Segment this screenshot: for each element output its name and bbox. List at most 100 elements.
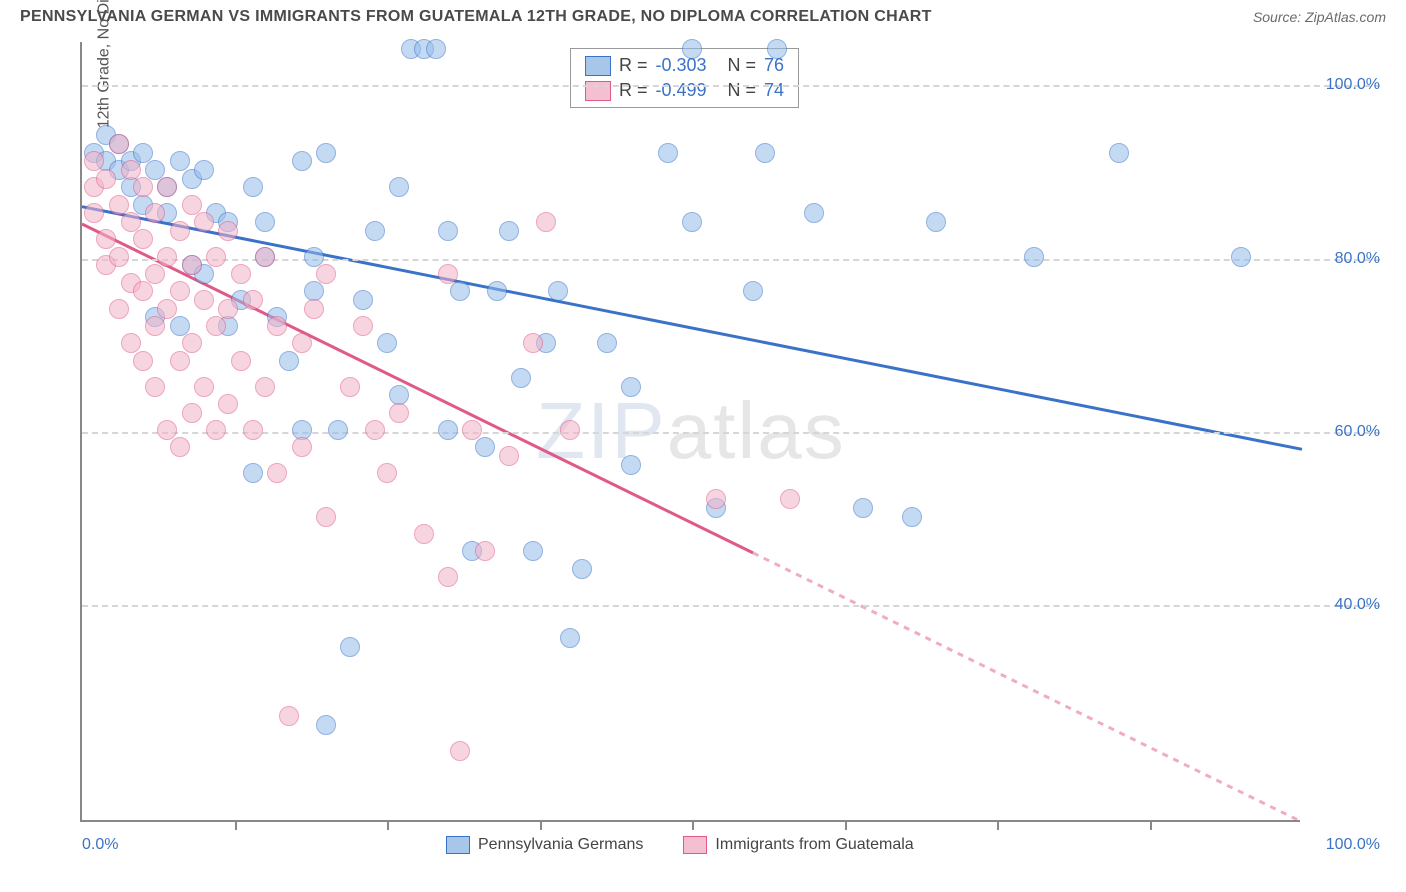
data-point [780, 489, 800, 509]
data-point [267, 463, 287, 483]
data-point [182, 195, 202, 215]
data-point [218, 299, 238, 319]
data-point [121, 333, 141, 353]
r-label: R = [619, 55, 648, 76]
data-point [194, 160, 214, 180]
data-point [145, 160, 165, 180]
data-point [304, 247, 324, 267]
data-point [743, 281, 763, 301]
data-point [1024, 247, 1044, 267]
data-point [279, 351, 299, 371]
n-label: N = [728, 80, 757, 101]
xtick [997, 820, 999, 830]
data-point [145, 377, 165, 397]
data-point [170, 351, 190, 371]
data-point [328, 420, 348, 440]
data-point [121, 160, 141, 180]
data-point [133, 143, 153, 163]
data-point [560, 420, 580, 440]
legend-label: Immigrants from Guatemala [715, 836, 913, 853]
data-point [353, 316, 373, 336]
r-label: R = [619, 80, 648, 101]
data-point [377, 333, 397, 353]
data-point [133, 281, 153, 301]
data-point [316, 264, 336, 284]
xtick [387, 820, 389, 830]
data-point [145, 203, 165, 223]
legend-item: Immigrants from Guatemala [683, 836, 913, 854]
data-point [145, 264, 165, 284]
data-point [804, 203, 824, 223]
chart-canvas: ZIPatlas R =-0.303N =76R =-0.499N =74 10… [80, 42, 1300, 822]
data-point [902, 507, 922, 527]
data-point [706, 489, 726, 509]
data-point [450, 741, 470, 761]
data-point [414, 524, 434, 544]
data-point [255, 212, 275, 232]
legend-row: R =-0.303N =76 [571, 53, 798, 78]
data-point [243, 290, 263, 310]
data-point [194, 290, 214, 310]
data-point [170, 316, 190, 336]
data-point [316, 507, 336, 527]
data-point [96, 229, 116, 249]
data-point [133, 177, 153, 197]
ytick-label: 40.0% [1310, 596, 1380, 614]
legend-row: R =-0.499N =74 [571, 78, 798, 103]
data-point [157, 247, 177, 267]
gridline [82, 259, 1380, 261]
data-point [157, 420, 177, 440]
data-point [340, 377, 360, 397]
data-point [121, 212, 141, 232]
data-point [231, 351, 251, 371]
data-point [389, 403, 409, 423]
xtick [235, 820, 237, 830]
data-point [157, 177, 177, 197]
data-point [206, 316, 226, 336]
data-point [206, 420, 226, 440]
data-point [621, 377, 641, 397]
data-point [426, 39, 446, 59]
data-point [755, 143, 775, 163]
data-point [218, 221, 238, 241]
data-point [548, 281, 568, 301]
data-point [170, 221, 190, 241]
series-legend: Pennsylvania Germans Immigrants from Guat… [446, 836, 914, 854]
chart-title: PENNSYLVANIA GERMAN VS IMMIGRANTS FROM G… [20, 8, 932, 26]
data-point [682, 212, 702, 232]
data-point [926, 212, 946, 232]
legend-item: Pennsylvania Germans [446, 836, 643, 854]
data-point [96, 169, 116, 189]
data-point [511, 368, 531, 388]
data-point [438, 567, 458, 587]
data-point [255, 377, 275, 397]
data-point [597, 333, 617, 353]
data-point [292, 437, 312, 457]
n-label: N = [728, 55, 757, 76]
gridline [82, 432, 1380, 434]
data-point [523, 541, 543, 561]
gridline [82, 85, 1380, 87]
data-point [182, 403, 202, 423]
data-point [304, 299, 324, 319]
data-point [1231, 247, 1251, 267]
data-point [157, 299, 177, 319]
data-point [1109, 143, 1129, 163]
data-point [572, 559, 592, 579]
data-point [438, 420, 458, 440]
data-point [499, 446, 519, 466]
xtick [692, 820, 694, 830]
data-point [621, 455, 641, 475]
r-value: -0.303 [656, 55, 720, 76]
data-point [450, 281, 470, 301]
data-point [389, 177, 409, 197]
source-attribution: Source: ZipAtlas.com [1253, 9, 1386, 25]
data-point [84, 203, 104, 223]
data-point [292, 151, 312, 171]
data-point [84, 151, 104, 171]
data-point [194, 377, 214, 397]
data-point [255, 247, 275, 267]
data-point [231, 264, 251, 284]
data-point [377, 463, 397, 483]
xtick-label: 0.0% [82, 836, 118, 854]
